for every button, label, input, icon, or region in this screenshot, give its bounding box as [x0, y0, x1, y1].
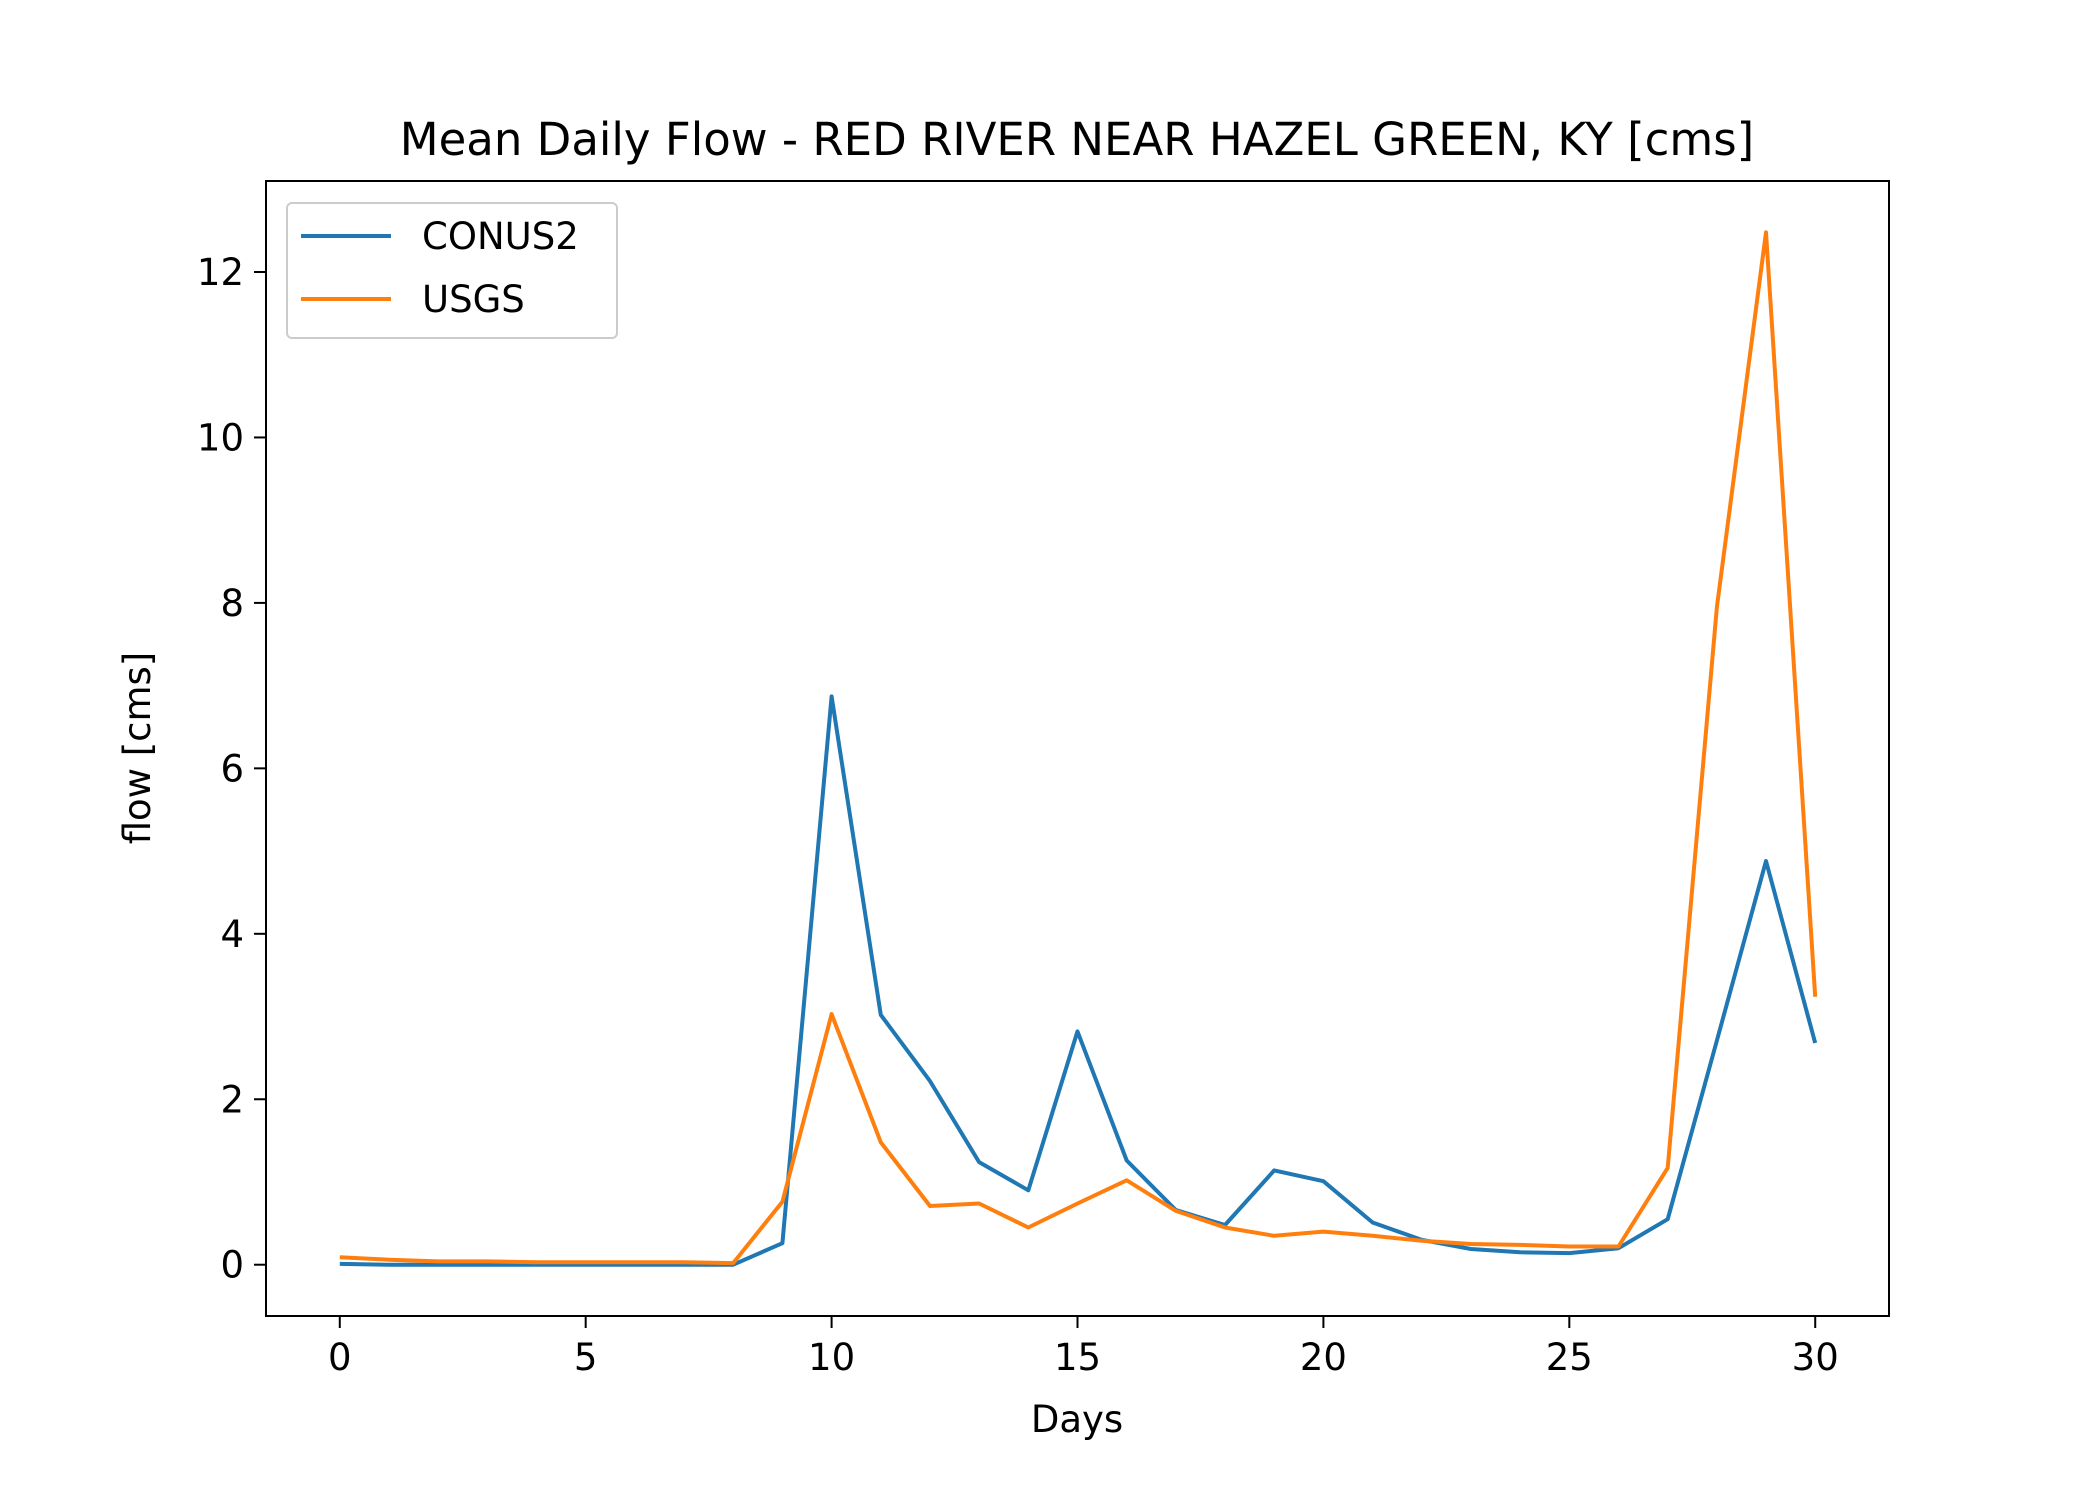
x-tick-label: 5	[574, 1336, 598, 1379]
x-tick-label: 15	[1054, 1336, 1101, 1379]
y-tick-label: 4	[220, 913, 244, 956]
y-axis-label: flow [cms]	[116, 652, 159, 845]
y-tick-label: 0	[220, 1244, 244, 1287]
series-line-conus2	[339, 694, 1818, 1267]
y-tick-label: 12	[197, 251, 244, 294]
x-axis-label: Days	[1031, 1398, 1123, 1441]
legend: CONUS2 USGS	[286, 202, 618, 339]
y-tick-label: 8	[220, 582, 244, 625]
x-tick-label: 10	[808, 1336, 855, 1379]
x-tick-label: 30	[1792, 1336, 1839, 1379]
y-axis: 0 2 4 6 8 10 12	[197, 251, 266, 1287]
legend-entry: CONUS2	[422, 215, 579, 258]
legend-entry: USGS	[422, 278, 525, 321]
x-tick-label: 0	[328, 1336, 352, 1379]
x-axis: 0 5 10 15 20 25 30	[328, 1316, 1839, 1379]
series-layer	[339, 230, 1818, 1267]
x-tick-label: 25	[1546, 1336, 1593, 1379]
y-tick-label: 6	[220, 747, 244, 790]
chart-title: Mean Daily Flow - RED RIVER NEAR HAZEL G…	[400, 113, 1754, 166]
x-tick-label: 20	[1300, 1336, 1347, 1379]
series-line-usgs	[339, 230, 1818, 1266]
y-tick-label: 10	[197, 416, 244, 459]
y-tick-label: 2	[220, 1078, 244, 1121]
